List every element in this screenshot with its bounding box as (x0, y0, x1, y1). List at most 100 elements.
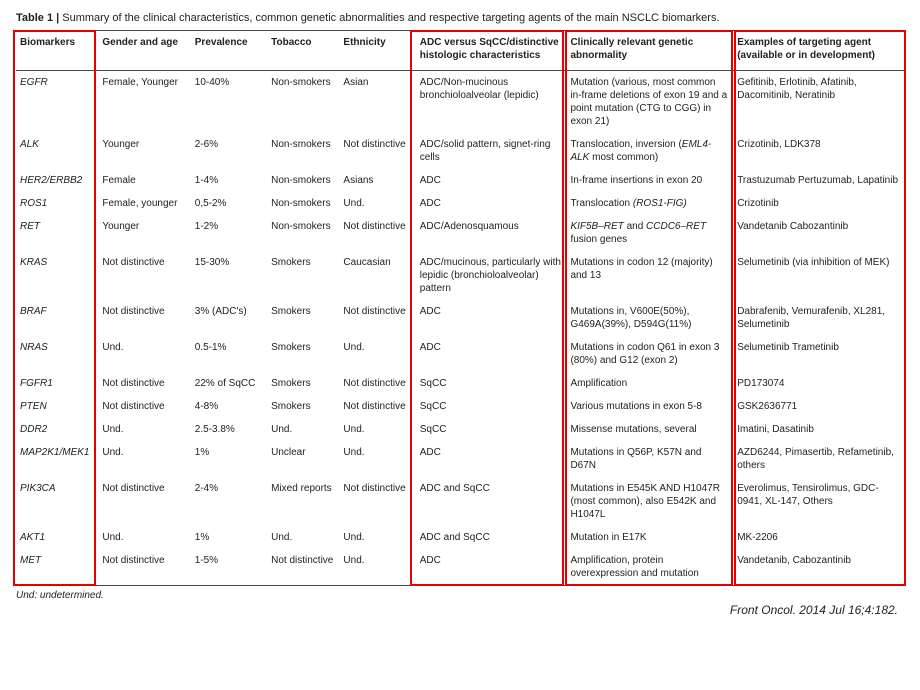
cell: NRAS (16, 336, 98, 372)
cell: Und. (339, 336, 415, 372)
cell: Female, Younger (98, 71, 190, 134)
cell: Selumetinib Trametinib (733, 336, 904, 372)
table-row: MAP2K1/MEK1Und.1%UnclearUnd.ADCMutations… (16, 441, 904, 477)
cell: 1% (191, 441, 267, 477)
cell: Und. (339, 526, 415, 549)
cell: Mixed reports (267, 477, 339, 526)
cell: 1% (191, 526, 267, 549)
col-tobacco: Tobacco (267, 31, 339, 71)
cell: Mutations in codon 12 (majority) and 13 (566, 251, 733, 300)
cell: Mutation (various, most common in-frame … (566, 71, 733, 134)
cell: 1-5% (191, 549, 267, 586)
cell: AKT1 (16, 526, 98, 549)
cell: Female (98, 169, 190, 192)
citation: Front Oncol. 2014 Jul 16;4:182. (16, 603, 904, 617)
cell: ADC/Non-mucinous bronchioloalveolar (lep… (416, 71, 567, 134)
cell: 4-8% (191, 395, 267, 418)
cell: Everolimus, Tensirolimus, GDC-0941, XL-1… (733, 477, 904, 526)
cell: Not distinctive (339, 133, 415, 169)
cell: Mutations in codon Q61 in exon 3 (80%) a… (566, 336, 733, 372)
cell: Amplification (566, 372, 733, 395)
biomarker-table: Biomarkers Gender and age Prevalence Tob… (16, 30, 904, 586)
cell: ADC/Adenosquamous (416, 215, 567, 251)
col-prevalence: Prevalence (191, 31, 267, 71)
cell: Mutations in Q56P, K57N and D67N (566, 441, 733, 477)
table-row: PTENNot distinctive4-8%SmokersNot distin… (16, 395, 904, 418)
cell: DDR2 (16, 418, 98, 441)
cell: PIK3CA (16, 477, 98, 526)
cell: Caucasian (339, 251, 415, 300)
cell: Smokers (267, 372, 339, 395)
table-row: BRAFNot distinctive3% (ADC's)SmokersNot … (16, 300, 904, 336)
header-row: Biomarkers Gender and age Prevalence Tob… (16, 31, 904, 71)
cell: ADC/mucinous, particularly with lepidic … (416, 251, 567, 300)
cell: Asian (339, 71, 415, 134)
col-genetic-abnormality: Clinically relevant genetic abnormality (566, 31, 733, 71)
cell: 22% of SqCC (191, 372, 267, 395)
cell: Translocation (ROS1-FIG) (566, 192, 733, 215)
cell: 1-4% (191, 169, 267, 192)
cell: MK-2206 (733, 526, 904, 549)
cell: Non-smokers (267, 71, 339, 134)
cell: KRAS (16, 251, 98, 300)
cell: 0.5-1% (191, 336, 267, 372)
cell: ADC and SqCC (416, 477, 567, 526)
table-row: FGFR1Not distinctive22% of SqCCSmokersNo… (16, 372, 904, 395)
cell: Mutation in E17K (566, 526, 733, 549)
cell: Und. (339, 418, 415, 441)
cell: ADC and SqCC (416, 526, 567, 549)
cell: EGFR (16, 71, 98, 134)
cell: Und. (267, 418, 339, 441)
cell: 1-2% (191, 215, 267, 251)
table-caption: Table 1 | Summary of the clinical charac… (16, 12, 904, 24)
cell: Asians (339, 169, 415, 192)
cell: Younger (98, 133, 190, 169)
cell: 10-40% (191, 71, 267, 134)
cell: SqCC (416, 418, 567, 441)
cell: Not distinctive (339, 215, 415, 251)
cell: Non-smokers (267, 192, 339, 215)
cell: Not distinctive (339, 477, 415, 526)
cell: PTEN (16, 395, 98, 418)
cell: HER2/ERBB2 (16, 169, 98, 192)
cell: Not distinctive (339, 372, 415, 395)
cell: ADC (416, 169, 567, 192)
cell: ADC/solid pattern, signet-ring cells (416, 133, 567, 169)
col-adc-sqcc: ADC versus SqCC/distinctive histologic c… (416, 31, 567, 71)
cell: ADC (416, 549, 567, 586)
table-row: ALKYounger2-6%Non-smokersNot distinctive… (16, 133, 904, 169)
cell: PD173074 (733, 372, 904, 395)
table-row: PIK3CANot distinctive2-4%Mixed reportsNo… (16, 477, 904, 526)
cell: Not distinctive (98, 395, 190, 418)
cell: Und. (267, 526, 339, 549)
cell: 3% (ADC's) (191, 300, 267, 336)
table-wrap: Biomarkers Gender and age Prevalence Tob… (16, 30, 904, 586)
cell: 15-30% (191, 251, 267, 300)
table-body: EGFRFemale, Younger10-40%Non-smokersAsia… (16, 71, 904, 586)
cell: 2-4% (191, 477, 267, 526)
col-gender-age: Gender and age (98, 31, 190, 71)
cell: In-frame insertions in exon 20 (566, 169, 733, 192)
cell: SqCC (416, 395, 567, 418)
cell: ALK (16, 133, 98, 169)
cell: RET (16, 215, 98, 251)
cell: ADC (416, 336, 567, 372)
cell: 2.5-3.8% (191, 418, 267, 441)
cell: Trastuzumab Pertuzumab, Lapatinib (733, 169, 904, 192)
cell: ADC (416, 441, 567, 477)
table-row: EGFRFemale, Younger10-40%Non-smokersAsia… (16, 71, 904, 134)
cell: Not distinctive (98, 477, 190, 526)
cell: Non-smokers (267, 169, 339, 192)
cell: 0,5-2% (191, 192, 267, 215)
col-biomarkers: Biomarkers (16, 31, 98, 71)
cell: Missense mutations, several (566, 418, 733, 441)
cell: Und. (339, 441, 415, 477)
cell: Not distinctive (98, 549, 190, 586)
cell: Und. (98, 526, 190, 549)
cell: Vandetanib Cabozantinib (733, 215, 904, 251)
cell: Crizotinib, LDK378 (733, 133, 904, 169)
cell: Imatini, Dasatinib (733, 418, 904, 441)
cell: KIF5B–RET and CCDC6–RET fusion genes (566, 215, 733, 251)
cell: Und. (339, 192, 415, 215)
table-row: RETYounger1-2%Non-smokersNot distinctive… (16, 215, 904, 251)
